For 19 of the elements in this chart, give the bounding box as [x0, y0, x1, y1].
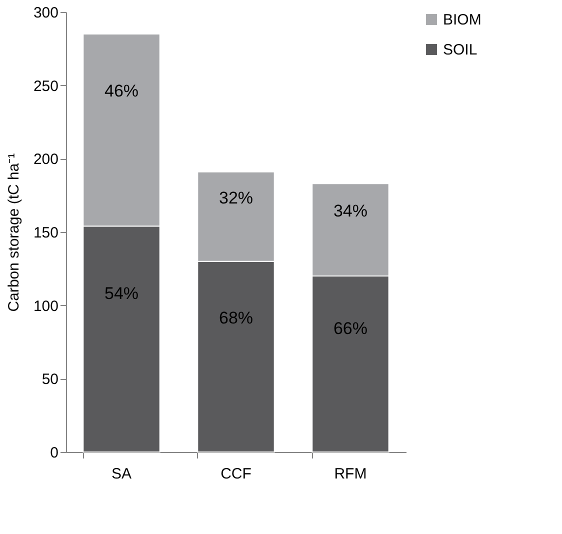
y-tick-label: 100	[33, 298, 58, 315]
y-tick-label: 50	[42, 371, 58, 388]
x-tick-label: SA	[112, 466, 132, 482]
y-tick-label: 200	[33, 151, 58, 168]
y-tick-label: 150	[33, 224, 58, 242]
annotation: 66%	[333, 318, 368, 338]
annotation: 46%	[104, 82, 139, 101]
x-tick-label: RFM	[334, 466, 367, 482]
legend-label: SOIL	[443, 42, 478, 58]
y-axis-title: Carbon storage (tC ha⁻¹	[5, 153, 22, 312]
y-tick-label: 300	[33, 4, 58, 22]
x-tick-label: CCF	[220, 466, 252, 482]
annotation: 54%	[104, 284, 139, 303]
annotation: 68%	[218, 308, 254, 328]
y-tick-label: 0	[50, 444, 58, 462]
legend-label: BIOM	[443, 12, 482, 28]
annotation: 32%	[218, 188, 254, 208]
annotation: 34%	[333, 201, 368, 220]
y-tick-label: 250	[33, 78, 58, 95]
